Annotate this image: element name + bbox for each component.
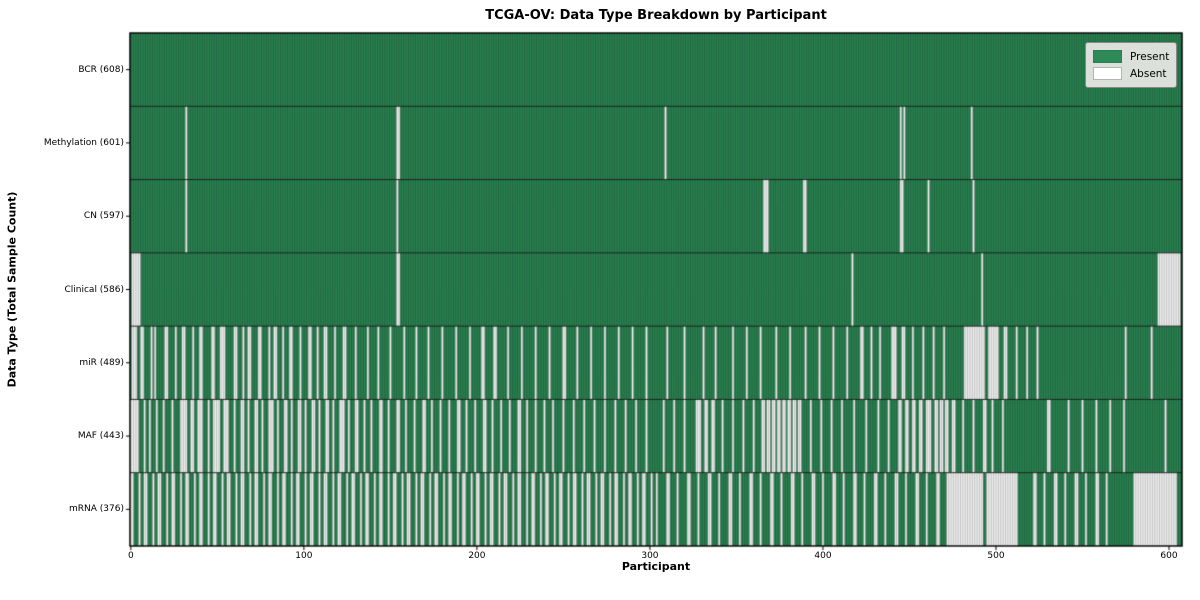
legend: Present Absent [1085, 42, 1177, 88]
legend-absent-swatch-icon [1093, 67, 1122, 80]
x-tick-label-600: 600 [1160, 551, 1178, 561]
y-tick-label-maf: MAF (443) [77, 431, 124, 442]
x-axis-title: Participant [621, 560, 691, 573]
legend-present-label: Present [1130, 50, 1170, 63]
y-tick-label-mrna: mRNA (376) [69, 504, 124, 515]
y-tick-label-clinical: Clinical (586) [64, 284, 124, 295]
legend-present-swatch-icon [1093, 50, 1122, 63]
x-tick-label-300: 300 [641, 551, 659, 561]
legend-absent-label: Absent [1130, 67, 1167, 80]
legend-entry-absent: Absent [1093, 65, 1168, 82]
x-tick-label-200: 200 [468, 551, 486, 561]
x-tick-label-500: 500 [987, 551, 1005, 561]
y-tick-label-cn: CN (597) [83, 211, 124, 222]
y-tick-label-bcr: BCR (608) [78, 64, 124, 75]
chart-title: TCGA-OV: Data Type Breakdown by Particip… [485, 8, 827, 23]
y-tick-label-methylation: Methylation (601) [43, 137, 124, 148]
y-tick-label-mir: miR (489) [79, 357, 124, 368]
x-tick-label-100: 100 [295, 551, 313, 561]
x-tick-label-0: 0 [127, 551, 134, 561]
x-tick-label-400: 400 [814, 551, 832, 561]
legend-entry-present: Present [1093, 48, 1170, 65]
